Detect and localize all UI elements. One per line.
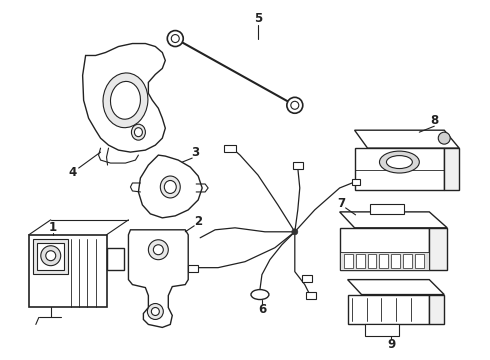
Polygon shape [340,212,447,228]
Ellipse shape [160,176,180,198]
Ellipse shape [134,128,143,137]
Bar [365,324,399,336]
Text: 3: 3 [191,145,199,159]
Text: 7: 7 [338,197,345,210]
Circle shape [147,303,163,319]
Ellipse shape [387,156,413,168]
Text: 5: 5 [254,12,262,25]
Polygon shape [138,155,202,218]
Ellipse shape [379,151,419,173]
Polygon shape [444,148,459,190]
Ellipse shape [131,124,146,140]
Bar [224,145,236,152]
Text: 9: 9 [387,338,395,351]
Ellipse shape [164,180,176,193]
Polygon shape [429,294,444,324]
Ellipse shape [251,289,269,300]
Polygon shape [355,130,459,148]
Bar [416,254,424,268]
Bar [369,204,404,214]
Bar [293,162,303,169]
Circle shape [148,240,168,260]
Bar [343,254,353,268]
Circle shape [172,35,179,42]
Polygon shape [347,280,444,294]
Circle shape [153,245,163,255]
Bar [392,254,400,268]
Circle shape [291,101,299,109]
Bar [33,239,68,274]
Polygon shape [128,230,188,328]
Text: 4: 4 [69,166,77,179]
Bar [188,265,198,272]
Ellipse shape [110,81,141,119]
Ellipse shape [103,73,148,128]
Circle shape [41,246,61,266]
Bar [29,235,106,306]
Bar [352,179,360,185]
Circle shape [46,251,56,261]
Bar [403,254,413,268]
Polygon shape [83,44,165,152]
Circle shape [167,31,183,46]
Circle shape [438,132,450,144]
Text: 2: 2 [194,215,202,228]
Text: 1: 1 [49,221,57,234]
Polygon shape [355,148,444,190]
Bar [302,275,312,282]
Polygon shape [429,228,447,270]
Bar [37,243,64,270]
Polygon shape [340,228,429,270]
Polygon shape [347,294,429,324]
Bar [379,254,389,268]
Bar [106,248,124,270]
Text: 8: 8 [430,114,439,127]
Bar [368,254,376,268]
Circle shape [151,307,159,315]
Text: 6: 6 [258,303,266,316]
Bar [356,254,365,268]
Bar [306,292,316,298]
Circle shape [287,97,303,113]
Circle shape [292,229,298,235]
Bar [340,252,429,270]
